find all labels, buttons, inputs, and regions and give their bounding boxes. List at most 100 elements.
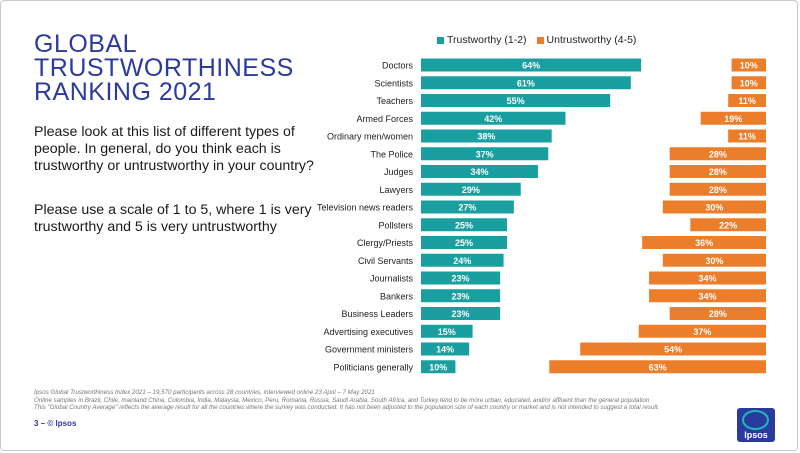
category-label-clergy-priests: Clergy/Priests [357, 238, 414, 248]
category-label-television-news-readers: Television news readers [317, 203, 414, 213]
bar-untrustworthy-politicians-generally [549, 360, 766, 374]
value-trustworthy-teachers: 55% [507, 96, 525, 106]
category-label-lawyers: Lawyers [379, 185, 413, 195]
bar-untrustworthy-journalists [649, 271, 766, 285]
bar-untrustworthy-ordinary-men-women [728, 129, 766, 143]
bar-trustworthy-civil-servants [421, 253, 504, 267]
bar-trustworthy-lawyers [421, 182, 521, 196]
value-trustworthy-bankers: 23% [452, 291, 470, 301]
value-untrustworthy-television-news-readers: 30% [705, 203, 723, 213]
category-label-journalists: Journalists [370, 274, 414, 284]
value-trustworthy-doctors: 64% [522, 61, 540, 71]
value-trustworthy-the-police: 37% [476, 149, 494, 159]
chart-legend: Trustworthy (1-2) Untrustworthy (4-5) [437, 33, 646, 47]
slide-footer: 3 – © Ipsos [34, 419, 76, 428]
bar-untrustworthy-government-ministers [580, 342, 766, 356]
value-trustworthy-television-news-readers: 27% [458, 203, 476, 213]
category-label-scientists: Scientists [374, 78, 413, 88]
category-label-doctors: Doctors [382, 61, 414, 71]
value-trustworthy-judges: 34% [470, 167, 488, 177]
legend-item-untrustworthy: Untrustworthy (4-5) [536, 34, 636, 46]
bar-untrustworthy-advertising-executives [638, 324, 766, 338]
bar-untrustworthy-television-news-readers [662, 200, 766, 214]
bar-trustworthy-politicians-generally [421, 360, 456, 374]
value-untrustworthy-advertising-executives: 37% [693, 327, 711, 337]
bar-untrustworthy-bankers [649, 289, 766, 303]
bar-untrustworthy-judges [669, 165, 766, 178]
category-label-civil-servants: Civil Servants [358, 256, 414, 266]
footnote-3: This "Global Country Average" reflects t… [34, 404, 660, 412]
bar-untrustworthy-clergy-priests [642, 236, 766, 249]
category-label-ordinary-men-women: Ordinary men/women [327, 132, 413, 142]
value-trustworthy-armed-forces: 42% [484, 114, 502, 124]
value-untrustworthy-judges: 28% [709, 167, 727, 177]
bar-untrustworthy-teachers [728, 94, 766, 107]
category-label-armed-forces: Armed Forces [356, 114, 413, 124]
bar-untrustworthy-civil-servants [662, 253, 766, 267]
bar-trustworthy-ordinary-men-women [421, 129, 552, 143]
legend-item-trustworthy: Trustworthy (1-2) [437, 34, 527, 46]
legend-swatch-untrustworthy [536, 36, 544, 44]
bar-trustworthy-armed-forces [421, 111, 566, 125]
category-label-government-ministers: Government ministers [325, 345, 414, 355]
logo-text: Ipsos [744, 430, 768, 440]
category-label-advertising-executives: Advertising executives [323, 327, 413, 337]
bar-untrustworthy-the-police [669, 147, 766, 161]
value-trustworthy-government-ministers: 14% [436, 345, 454, 355]
survey-question: Please look at this list of different ty… [34, 124, 314, 174]
bar-untrustworthy-lawyers [669, 182, 766, 196]
value-trustworthy-pollsters: 25% [455, 220, 473, 230]
value-untrustworthy-civil-servants: 30% [705, 256, 723, 266]
value-untrustworthy-bankers: 34% [699, 291, 717, 301]
bar-trustworthy-business-leaders [421, 307, 501, 320]
category-label-teachers: Teachers [376, 96, 413, 106]
value-untrustworthy-teachers: 11% [738, 96, 756, 106]
bar-untrustworthy-pollsters [690, 218, 766, 232]
footnote-2: Online samples in Brazil, Chile, mainlan… [34, 396, 650, 404]
value-untrustworthy-clergy-priests: 36% [695, 238, 713, 248]
value-trustworthy-advertising-executives: 15% [438, 327, 456, 337]
value-untrustworthy-lawyers: 28% [709, 185, 727, 195]
bar-untrustworthy-doctors [731, 58, 766, 72]
footnotes: Ipsos Global Trustworthiness Index 2021 … [34, 389, 754, 412]
bar-trustworthy-pollsters [421, 218, 507, 232]
value-untrustworthy-government-ministers: 54% [664, 345, 682, 355]
page-number: 3 [34, 419, 39, 428]
footnote-1: Ipsos Global Trustworthiness Index 2021 … [34, 389, 375, 396]
value-untrustworthy-journalists: 34% [699, 274, 717, 284]
copyright: © Ipsos [47, 419, 77, 428]
value-untrustworthy-armed-forces: 19% [724, 114, 742, 124]
value-untrustworthy-pollsters: 22% [719, 220, 737, 230]
value-untrustworthy-the-police: 28% [709, 149, 727, 159]
category-label-pollsters: Pollsters [378, 220, 413, 230]
bar-trustworthy-doctors [421, 58, 642, 72]
value-trustworthy-journalists: 23% [452, 274, 470, 284]
bar-trustworthy-journalists [421, 271, 501, 285]
category-label-politicians-generally: Politicians generally [333, 362, 413, 372]
bar-untrustworthy-business-leaders [669, 307, 766, 320]
bar-untrustworthy-scientists [731, 76, 766, 90]
bar-trustworthy-television-news-readers [421, 200, 514, 214]
value-trustworthy-politicians-generally: 10% [429, 362, 447, 372]
bar-untrustworthy-armed-forces [700, 111, 766, 125]
page-separator: – [40, 419, 46, 428]
value-trustworthy-scientists: 61% [517, 78, 535, 88]
scale-instruction: Please use a scale of 1 to 5, where 1 is… [34, 202, 312, 235]
value-untrustworthy-business-leaders: 28% [709, 309, 727, 319]
bar-trustworthy-the-police [421, 147, 549, 161]
legend-swatch-trustworthy [437, 36, 444, 44]
logo-ring-icon [742, 410, 769, 430]
bar-trustworthy-teachers [421, 94, 611, 107]
bar-trustworthy-advertising-executives [421, 324, 473, 338]
category-label-judges: Judges [384, 167, 414, 177]
category-label-bankers: Bankers [380, 291, 414, 301]
category-label-business-leaders: Business Leaders [341, 309, 413, 319]
value-trustworthy-business-leaders: 23% [452, 309, 470, 319]
value-untrustworthy-politicians-generally: 63% [649, 362, 667, 372]
value-untrustworthy-doctors: 10% [740, 61, 758, 71]
value-trustworthy-clergy-priests: 25% [455, 238, 473, 248]
ipsos-logo: Ipsos [737, 408, 775, 442]
bar-trustworthy-clergy-priests [421, 236, 507, 249]
